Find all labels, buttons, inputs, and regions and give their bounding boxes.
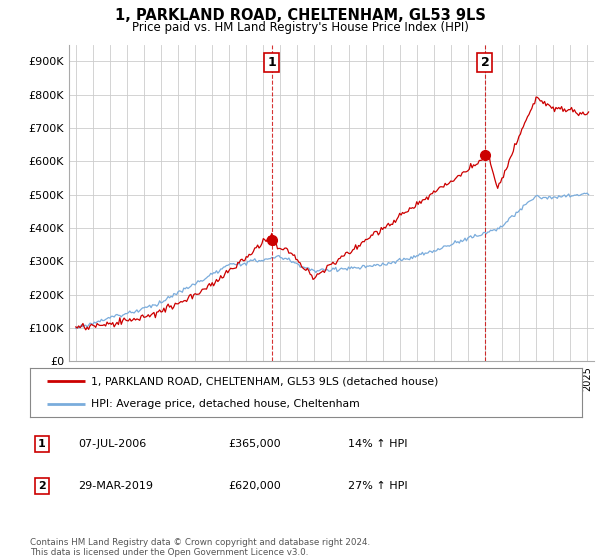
Text: 2: 2	[481, 56, 489, 69]
Text: 29-MAR-2019: 29-MAR-2019	[78, 481, 153, 491]
Text: £365,000: £365,000	[228, 439, 281, 449]
Text: 1: 1	[38, 439, 46, 449]
Text: Contains HM Land Registry data © Crown copyright and database right 2024.
This d: Contains HM Land Registry data © Crown c…	[30, 538, 370, 557]
Text: 1, PARKLAND ROAD, CHELTENHAM, GL53 9LS: 1, PARKLAND ROAD, CHELTENHAM, GL53 9LS	[115, 8, 485, 24]
Text: £620,000: £620,000	[228, 481, 281, 491]
Text: 1, PARKLAND ROAD, CHELTENHAM, GL53 9LS (detached house): 1, PARKLAND ROAD, CHELTENHAM, GL53 9LS (…	[91, 376, 438, 386]
Text: 27% ↑ HPI: 27% ↑ HPI	[348, 481, 407, 491]
Text: HPI: Average price, detached house, Cheltenham: HPI: Average price, detached house, Chel…	[91, 399, 359, 409]
Text: 2: 2	[38, 481, 46, 491]
Text: 14% ↑ HPI: 14% ↑ HPI	[348, 439, 407, 449]
Text: 07-JUL-2006: 07-JUL-2006	[78, 439, 146, 449]
Text: 1: 1	[268, 56, 276, 69]
Text: Price paid vs. HM Land Registry's House Price Index (HPI): Price paid vs. HM Land Registry's House …	[131, 21, 469, 34]
